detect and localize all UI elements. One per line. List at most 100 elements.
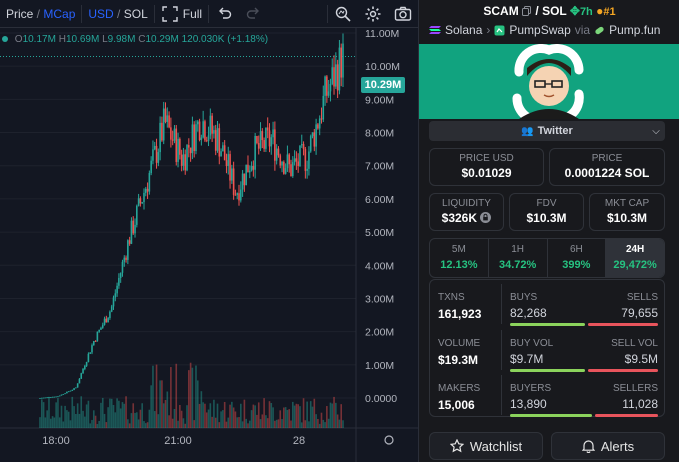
makers-split: BUYERS SELLERS 13,890 11,028 [510,375,658,419]
sol-toggle[interactable]: SOL [123,6,148,21]
pumpfun-icon [595,26,604,34]
candle-body [324,76,326,96]
volume-bar [184,423,187,428]
volume-bar [130,413,133,428]
tab-6h[interactable]: 6H 399% [548,239,607,277]
fullscreen-button[interactable]: Full [155,0,208,28]
candle-body [304,149,307,171]
candle-body [250,165,253,171]
tab-1h[interactable]: 1H 34.72% [489,239,548,277]
volume-bar [82,410,84,428]
volume-bar [214,417,217,428]
candle-body [268,130,271,147]
price-chart[interactable]: 11.00M 10.00M 9.00M 8.00M 7.00M 6.00M 5.00M 4.0… [0,28,418,462]
token-info-panel: SCAM / SOL ✥7h ●#1 Solana › PumpSwap via… [418,0,679,462]
volume-bar [311,406,314,428]
candle-body [180,154,183,166]
volume-bar [42,402,45,428]
fdv-card: FDV $10.3M [509,193,584,231]
redo-button[interactable] [239,0,269,28]
volume-bar [141,403,143,428]
txns-total: TXNS 161,923 [438,284,502,324]
candle-body [128,240,131,244]
txns-split: BUYS SELLS 82,268 79,655 [510,284,658,328]
volume-bar [229,404,231,428]
alerts-button[interactable]: Alerts [551,432,665,460]
volume-bar [87,400,90,428]
candle-body [112,297,115,307]
price-sol-label: PRICE [591,153,623,164]
ohlc-open: 10.17M [22,34,56,45]
solana-icon [429,26,441,34]
buy-vol-value: $9.7M [510,352,544,366]
volume-bar [116,398,118,428]
dex-link[interactable]: PumpSwap [509,23,571,37]
tab-5m[interactable]: 5M 12.13% [430,239,489,277]
price-sol-card: PRICE 0.0001224 SOL [549,148,665,186]
volume-bar [288,409,291,428]
undo-button[interactable] [209,0,239,28]
candle-body [232,168,235,195]
volume-bar [55,402,57,428]
candle-body [336,64,339,91]
y-tick-label: 2.00M [365,327,394,339]
chart-settings-icon [384,435,394,445]
volume-bar [75,413,77,428]
candle-body [67,391,70,393]
volume-bar [189,362,192,428]
volume-bar [304,420,307,428]
mcap-toggle[interactable]: MCap [43,6,76,21]
watchlist-button[interactable]: Watchlist [429,432,543,460]
candle-body [48,397,50,399]
volume-bar [40,399,43,428]
chevron-down-icon[interactable]: ⌵ [652,125,660,137]
volume-bar [227,417,230,428]
candle-body [144,188,147,193]
usd-toggle[interactable]: USD [88,6,114,21]
candle-body [288,154,291,165]
volume-bar [263,398,265,428]
candle-body [191,124,194,154]
indicators-button[interactable] [328,0,358,28]
candle-body [293,158,296,163]
tab-6h-label: 6H [569,244,583,255]
launchpad-link[interactable]: Pump.fun [609,23,661,37]
candle-body [270,137,273,147]
liquidity-label: LIQUIDITY [442,198,491,209]
settings-button[interactable] [358,0,388,28]
volume-bar [53,417,56,428]
price-toggle[interactable]: Price [6,6,34,21]
currency-toggle[interactable]: USD / SOL [82,0,153,28]
chart-toolbar: Price / MCap USD / SOL Full [0,0,418,28]
screenshot-button[interactable] [388,0,418,28]
volume-row: VOLUME $19.3M BUY VOL SELL VOL $9.7M $9.… [430,330,666,374]
candle-body [306,168,308,171]
makers-total: MAKERS 15,006 [438,375,502,415]
volume-bar [49,418,52,428]
candle-body [166,115,169,122]
candle-body [338,47,341,91]
users-icon: 👥 [521,125,534,137]
candle-body [241,173,244,190]
buy-vol-label: BUY VOL [510,338,554,349]
txns-sell-fill [588,323,658,326]
chain-link[interactable]: Solana [445,23,483,37]
candle-body [134,224,136,234]
copy-icon[interactable] [522,6,532,16]
candle-body [300,144,303,146]
volume-bar [308,421,310,428]
candle-body [143,192,145,203]
volume-bar [110,398,113,428]
candle-body [80,373,83,379]
toolbar-divider [81,4,83,23]
price-mcap-toggle[interactable]: Price / MCap [0,0,81,28]
volume-bar [220,411,222,428]
twitter-button[interactable]: 👥 Twitter [429,121,665,141]
sellers-label: SELLERS [612,383,658,394]
tab-24h[interactable]: 24H 29,472% [606,239,664,277]
sell-vol-label: SELL VOL [611,338,658,349]
ohlc-low-label: L [102,34,108,45]
chart-panel[interactable]: Price / MCap USD / SOL Full [0,0,418,462]
candle-body [200,137,203,141]
volume-bar [92,410,95,428]
